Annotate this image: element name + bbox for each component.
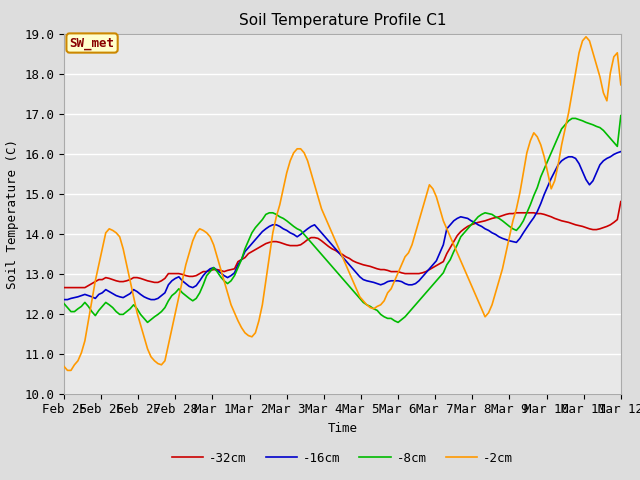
-32cm [589,227,596,232]
Text: SW_met: SW_met [70,36,115,49]
-8cm [60,300,68,306]
-2cm [596,74,604,80]
X-axis label: Time: Time [328,422,357,435]
-16cm [244,245,252,251]
-32cm [244,251,252,256]
-8cm [593,123,600,129]
-2cm [63,368,71,373]
-8cm [143,320,151,325]
-32cm [60,285,68,290]
-2cm [527,138,534,144]
-8cm [269,210,276,216]
-16cm [60,297,68,302]
-32cm [523,210,531,216]
-32cm [213,267,221,273]
Y-axis label: Soil Temperature (C): Soil Temperature (C) [6,139,19,288]
-8cm [554,134,562,140]
-16cm [266,224,273,229]
-16cm [617,149,625,155]
-16cm [551,168,559,174]
-2cm [582,34,590,40]
-2cm [554,162,562,168]
-2cm [60,363,68,369]
-2cm [269,230,276,236]
-32cm [266,240,273,245]
-2cm [248,334,256,340]
-16cm [213,267,221,273]
-16cm [523,225,531,230]
-8cm [617,113,625,119]
Line: -8cm: -8cm [64,116,621,323]
Line: -2cm: -2cm [64,37,621,371]
Title: Soil Temperature Profile C1: Soil Temperature Profile C1 [239,13,446,28]
-16cm [589,178,596,184]
-8cm [527,202,534,208]
Line: -16cm: -16cm [64,152,621,300]
Line: -32cm: -32cm [64,202,621,288]
-32cm [551,216,559,221]
Legend: -32cm, -16cm, -8cm, -2cm: -32cm, -16cm, -8cm, -2cm [167,447,518,469]
-2cm [617,82,625,88]
-2cm [217,266,225,272]
-8cm [217,274,225,280]
-8cm [248,230,256,236]
-32cm [617,199,625,204]
